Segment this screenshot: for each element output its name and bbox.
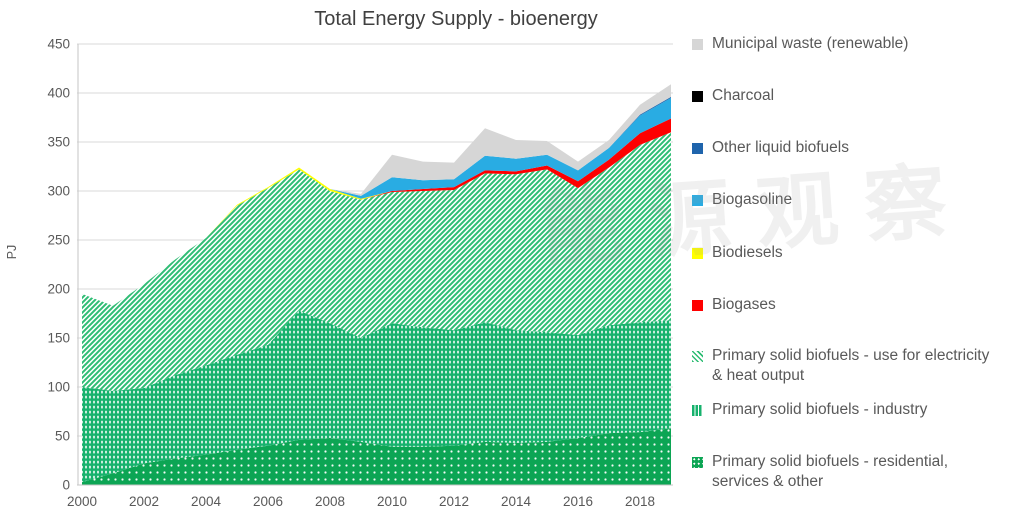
axes: 0 50 100 150 200 250 300 350 400 450 2000 2002 2004 2… [47, 37, 673, 509]
y-tick-label: 300 [47, 184, 70, 199]
x-tick-label: 2006 [253, 494, 283, 509]
legend-swatch-icon [692, 143, 703, 154]
legend-item-biodiesels: Biodiesels [692, 243, 997, 263]
legend-label: Biogasoline [712, 191, 793, 208]
legend-item-municipal-waste-renewable: Municipal waste (renewable) [692, 34, 997, 54]
y-tick-label: 150 [47, 331, 70, 346]
legend-swatch-icon [692, 405, 703, 416]
x-tick-label: 2018 [625, 494, 655, 509]
legend-swatch-icon [692, 195, 703, 206]
y-tick-label: 200 [47, 282, 70, 297]
legend-item-charcoal: Charcoal [692, 86, 997, 106]
legend-swatch-icon [692, 91, 703, 102]
legend-label: Other liquid biofuels [712, 139, 849, 156]
legend-swatch-icon [692, 300, 703, 311]
area-primary-solid-biofuels-residential-servi [82, 428, 671, 485]
y-tick-label: 400 [47, 86, 70, 101]
chart-legend: Municipal waste (renewable) Charcoal Other… [692, 0, 1011, 522]
x-tick-label: 2014 [501, 494, 532, 509]
legend-swatch-icon [692, 39, 703, 50]
legend-label: Charcoal [712, 87, 775, 104]
legend-swatch-icon [692, 351, 703, 362]
legend-label: Municipal waste (renewable) [712, 35, 909, 52]
legend-item-other-liquid-biofuels: Other liquid biofuels [692, 138, 997, 158]
area-primary-solid-biofuels-use-for-electrici [82, 132, 671, 391]
legend-item-primary-solid-biofuels-industry: Primary solid biofuels - industry [692, 400, 997, 420]
legend-label: Primary solid biofuels - residential, se… [712, 453, 949, 491]
legend-swatch-icon [692, 248, 703, 259]
area-series-layer [82, 84, 671, 485]
y-tick-label: 450 [47, 37, 70, 52]
y-tick-label: 100 [47, 380, 70, 395]
area-primary-solid-biofuels-industry [82, 310, 671, 483]
y-axis-title: PJ [5, 245, 19, 260]
legend-item-primary-solid-biofuels-use-for-electrici: Primary solid biofuels - use for electri… [692, 346, 997, 387]
x-tick-label: 2016 [563, 494, 593, 509]
legend-label: Primary solid biofuels - industry [712, 401, 928, 418]
x-tick-label: 2000 [67, 494, 97, 509]
chart-title: Total Energy Supply - bioenergy [314, 8, 598, 30]
y-tick-label: 250 [47, 233, 70, 248]
legend-item-primary-solid-biofuels-residential-servi: Primary solid biofuels - residential, se… [692, 452, 997, 493]
y-tick-label: 0 [62, 478, 70, 493]
legend-item-biogasoline: Biogasoline [692, 190, 997, 210]
x-tick-label: 2008 [315, 494, 345, 509]
legend-swatch-icon [692, 457, 703, 468]
legend-label: Biogases [712, 296, 776, 313]
x-tick-label: 2012 [439, 494, 469, 509]
stacked-area-chart: 0 50 100 150 200 250 300 350 400 450 2000 2002 2004 2… [5, 8, 673, 509]
y-tick-label: 50 [55, 429, 70, 444]
legend-item-biogases: Biogases [692, 295, 997, 315]
legend-label: Primary solid biofuels - use for electri… [712, 347, 990, 385]
x-tick-label: 2004 [191, 494, 222, 509]
legend-label: Biodiesels [712, 244, 783, 261]
x-tick-label: 2010 [377, 494, 407, 509]
x-tick-label: 2002 [129, 494, 159, 509]
y-tick-label: 350 [47, 135, 70, 150]
